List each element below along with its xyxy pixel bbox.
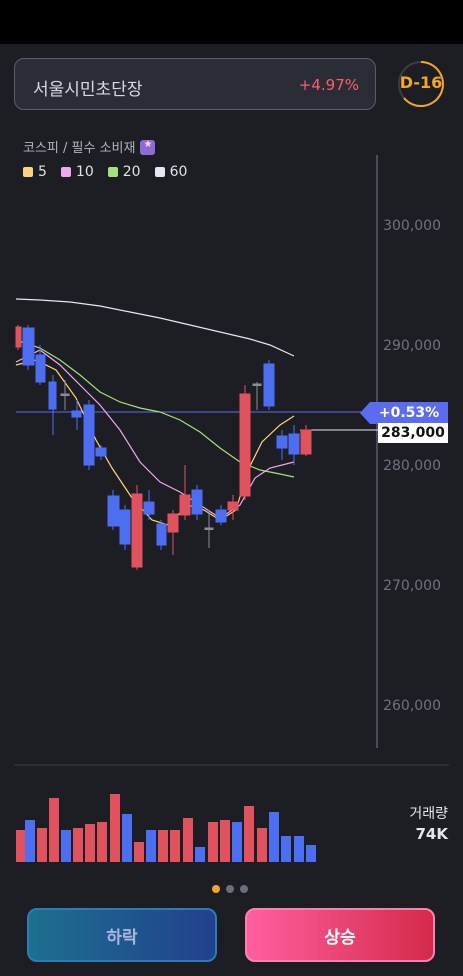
volume-bar <box>183 818 193 862</box>
volume-bar <box>97 822 107 862</box>
category-text: 코스피 / 필수 소비재 <box>23 141 136 156</box>
volume-bar <box>37 828 47 862</box>
volume-bar <box>61 830 71 862</box>
candle <box>15 326 22 348</box>
price-tick: 260,000 <box>383 698 441 714</box>
candle <box>167 513 179 533</box>
down-button[interactable]: 하락 <box>27 908 217 962</box>
volume-bar <box>146 830 156 862</box>
candle <box>60 393 70 396</box>
volume-bar <box>73 828 83 862</box>
volume-bar <box>16 830 25 862</box>
legend-item-ma60: 60 <box>154 164 188 180</box>
volume-value: 74K <box>415 825 449 843</box>
volume-bar <box>244 806 254 862</box>
ma60-line <box>15 298 295 357</box>
candle <box>83 404 95 466</box>
candle <box>300 429 312 455</box>
candles-up <box>15 325 312 570</box>
legend-item-ma10: 10 <box>60 164 94 180</box>
candles-down <box>22 325 300 550</box>
volume-bar <box>195 847 205 862</box>
ma-legend: 5 10 20 60 <box>23 164 187 180</box>
candle <box>131 493 143 568</box>
legend-swatch <box>60 167 71 177</box>
volume-bar <box>220 820 230 862</box>
volume-bar <box>134 842 144 862</box>
volume-bar <box>294 836 304 862</box>
price-tick: 270,000 <box>383 578 441 594</box>
candle <box>204 527 214 530</box>
candle <box>227 501 239 511</box>
volume-bar <box>170 830 180 862</box>
candle <box>239 393 251 497</box>
volume-bar <box>25 820 35 862</box>
page-dot[interactable] <box>212 885 220 893</box>
price-tick: 290,000 <box>383 338 441 354</box>
legend-item-ma5: 5 <box>23 164 47 180</box>
candle <box>191 489 203 515</box>
current-price-badge: 283,000 <box>378 423 448 443</box>
volume-bars <box>16 794 316 862</box>
dday-badge: D-16 <box>396 59 446 109</box>
volume-bar <box>49 798 59 862</box>
legend-swatch <box>107 167 118 177</box>
legend-item-ma20: 20 <box>107 164 141 180</box>
volume-bar <box>232 822 242 862</box>
candle <box>143 501 155 515</box>
ma20-line <box>15 339 295 478</box>
volume-bar <box>269 812 279 862</box>
volume-label: 거래량 74K <box>409 804 448 844</box>
change-badge: +0.53% <box>360 402 448 424</box>
dday-label: D-16 <box>399 73 443 92</box>
volume-bar <box>122 814 132 862</box>
stock-header-card[interactable]: 서울시민초단장 +4.97% <box>14 58 376 110</box>
page-dot[interactable] <box>240 885 248 893</box>
page-dot[interactable] <box>226 885 234 893</box>
stock-name: 서울시민초단장 <box>33 80 143 100</box>
candle <box>288 433 300 455</box>
price-chart[interactable] <box>0 150 463 870</box>
candles-neutral <box>60 380 262 548</box>
page-indicator[interactable] <box>212 885 248 893</box>
candle <box>156 523 167 546</box>
candle <box>95 447 107 457</box>
candle <box>263 363 275 407</box>
legend-label: 60 <box>169 164 188 180</box>
volume-bar <box>306 845 316 862</box>
sticker-icon <box>140 139 156 155</box>
candle <box>71 410 82 418</box>
category-label: 코스피 / 필수 소비재 <box>23 137 156 156</box>
legend-label: 5 <box>38 164 47 180</box>
candle <box>276 435 288 449</box>
candle <box>35 354 46 383</box>
candle <box>179 494 191 516</box>
candle <box>107 495 120 527</box>
volume-bar <box>208 822 218 862</box>
volume-bar <box>158 830 168 862</box>
volume-title: 거래량 <box>409 806 448 822</box>
legend-label: 10 <box>75 164 94 180</box>
legend-label: 20 <box>122 164 141 180</box>
volume-bar <box>257 828 267 862</box>
volume-bar <box>110 794 120 862</box>
candle <box>48 381 57 410</box>
candle <box>22 327 35 366</box>
price-tick: 300,000 <box>383 218 441 234</box>
volume-bar <box>281 836 291 862</box>
stock-change: +4.97% <box>298 76 359 94</box>
ma5-line <box>15 359 295 526</box>
legend-swatch <box>154 167 165 177</box>
volume-bar <box>85 824 95 862</box>
legend-swatch <box>23 167 33 177</box>
up-button[interactable]: 상승 <box>245 908 435 962</box>
candle <box>252 383 262 386</box>
price-tick: 280,000 <box>383 458 441 474</box>
candle <box>215 509 227 523</box>
status-bar <box>0 0 463 44</box>
ma10-line <box>15 349 295 519</box>
candle <box>119 509 131 545</box>
dday-ring-icon <box>398 61 444 107</box>
